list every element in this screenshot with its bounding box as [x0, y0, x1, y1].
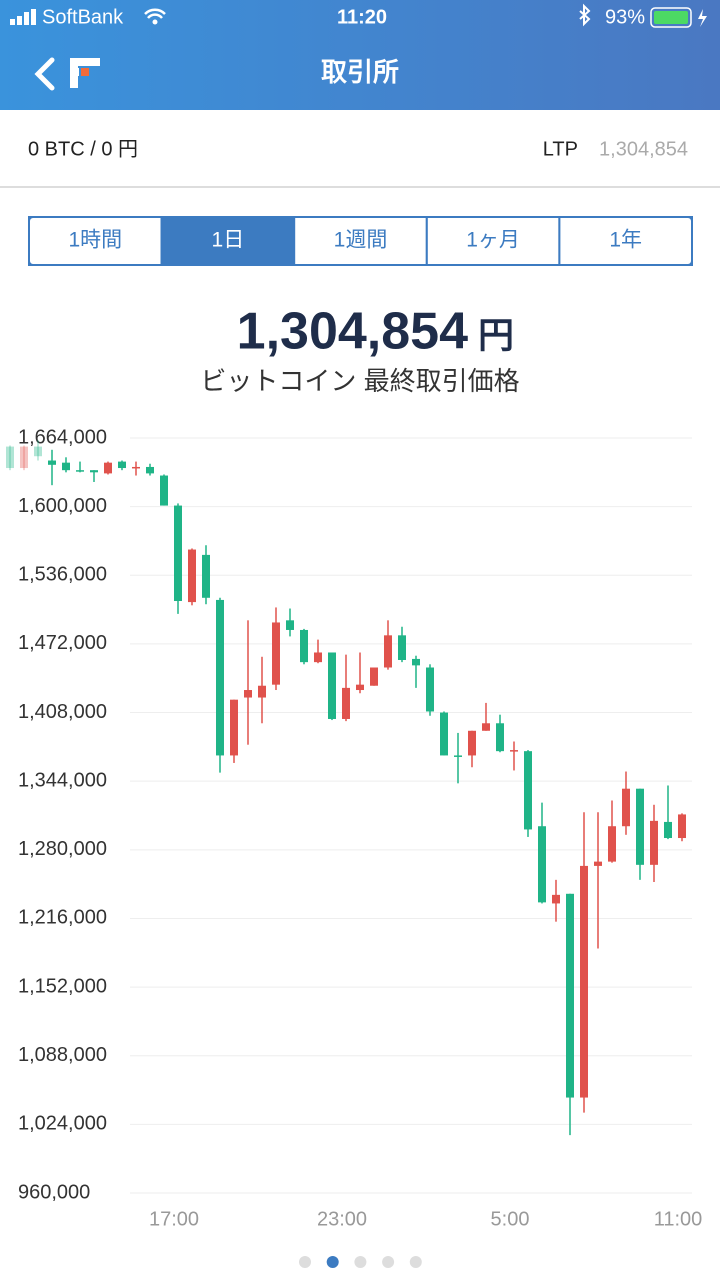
candle-body [76, 470, 84, 472]
page-dot[interactable] [382, 1256, 395, 1268]
candle-body [48, 460, 56, 465]
candle-body [244, 690, 252, 698]
ltp-value: 1,304,854 [599, 138, 688, 160]
candle-body [594, 861, 602, 866]
ltp-label: LTP [543, 138, 578, 160]
page-dot[interactable] [354, 1256, 367, 1268]
last-price: 1,304,854 [237, 303, 468, 361]
candle-body [118, 461, 126, 469]
y-tick-label: 1,088,000 [18, 1044, 107, 1066]
candle-body [622, 788, 630, 827]
battery-frame [650, 7, 692, 28]
y-tick-label: 1,024,000 [18, 1113, 107, 1135]
y-tick-label: 1,536,000 [18, 564, 107, 586]
candle-body [510, 750, 518, 752]
candle-body [286, 620, 294, 630]
candle-body [230, 699, 238, 756]
candle-body [104, 462, 112, 474]
bluetooth-icon [579, 3, 591, 27]
logo [70, 58, 100, 88]
candle-body [160, 475, 168, 506]
tab-label[interactable]: 1時間 [68, 229, 122, 252]
balance: 0 BTC / 0 円 [28, 138, 138, 160]
candle-body [90, 470, 98, 473]
tab-frame [28, 216, 693, 266]
tab-label[interactable]: 1週間 [334, 229, 388, 252]
candle-body [636, 788, 644, 865]
back-button[interactable] [34, 57, 55, 91]
y-tick-label: 1,280,000 [18, 838, 107, 860]
candle-body [454, 755, 462, 757]
candle-body [384, 635, 392, 668]
page-dot[interactable] [326, 1256, 339, 1268]
candle-body [146, 466, 154, 474]
candle-body [440, 712, 448, 756]
candle-body [496, 723, 504, 752]
candle-body [580, 865, 588, 1098]
y-tick-label: 1,344,000 [18, 769, 107, 791]
y-tick-label: 1,472,000 [18, 632, 107, 654]
candle-body [412, 658, 420, 666]
charging-icon [698, 9, 707, 27]
page-dot[interactable] [299, 1256, 311, 1268]
candle-body [678, 814, 686, 839]
candle-body [426, 667, 434, 712]
candle-body [202, 554, 210, 598]
y-tick-label: 960,000 [18, 1181, 90, 1203]
candle-body [664, 821, 672, 839]
candle-body [650, 820, 658, 865]
price-unit: 円 [478, 315, 514, 356]
candle-body [34, 446, 42, 457]
y-tick-label: 1,664,000 [18, 426, 107, 448]
header-title: 取引所 [321, 57, 399, 87]
candle-body [608, 826, 616, 862]
candle-body [300, 629, 308, 663]
wifi-dot [152, 19, 158, 25]
signal-icon [10, 9, 36, 25]
battery-level [654, 11, 688, 24]
tab-label[interactable]: 1年 [609, 229, 642, 252]
candle-body [538, 826, 546, 903]
candle-body [62, 462, 70, 471]
candle-body [272, 622, 280, 685]
candle-body [188, 549, 196, 603]
candle-body [482, 723, 490, 731]
y-tick-label: 1,152,000 [18, 975, 107, 997]
battery-text: 93% [605, 6, 645, 28]
y-tick-label: 1,408,000 [18, 701, 107, 723]
candle-body [398, 635, 406, 660]
candle-body [566, 893, 574, 1098]
header-bg [0, 0, 720, 110]
candle-body [524, 751, 532, 830]
price-caption: ビットコイン 最終取引価格 [200, 366, 519, 396]
candle-body [342, 687, 350, 719]
candle-body [370, 667, 378, 686]
y-tick-label: 1,600,000 [18, 495, 107, 517]
x-tick-label: 11:00 [654, 1208, 703, 1230]
candle-body [6, 446, 14, 469]
candle-body [132, 466, 140, 469]
candle-body [216, 599, 224, 756]
page-dot[interactable] [409, 1256, 422, 1268]
candle-body [314, 652, 322, 663]
x-tick-label: 17:00 [149, 1208, 199, 1230]
candle-body [20, 446, 28, 469]
candle-body [356, 684, 364, 691]
wifi-icon [144, 8, 166, 19]
tab-label[interactable]: 1日 [212, 229, 245, 252]
x-tick-label: 5:00 [491, 1208, 530, 1230]
clock: 11:20 [337, 6, 387, 28]
candle-body [258, 685, 266, 698]
candle-body [174, 505, 182, 602]
y-tick-label: 1,216,000 [18, 907, 107, 929]
candle-body [468, 730, 476, 756]
tab-label[interactable]: 1ヶ月 [466, 229, 520, 252]
candle-body [552, 894, 560, 904]
carrier: SoftBank [42, 6, 124, 28]
x-tick-label: 23:00 [317, 1208, 367, 1230]
candle-body [328, 652, 336, 719]
